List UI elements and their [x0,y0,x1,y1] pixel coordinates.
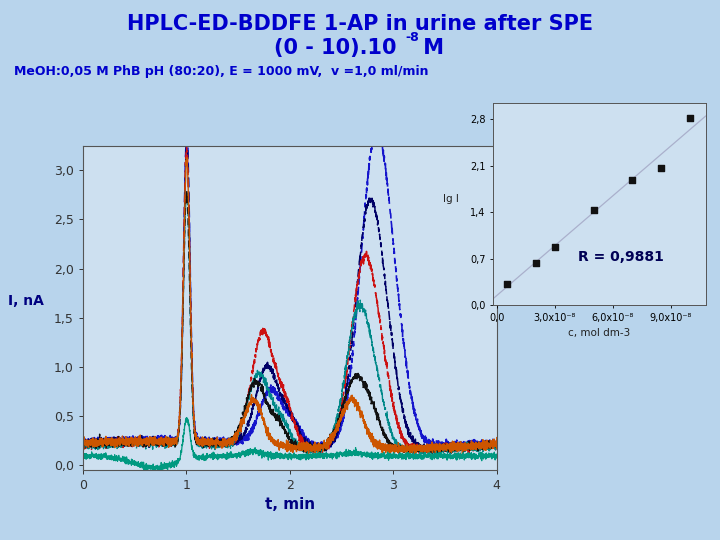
Y-axis label: I, nA: I, nA [8,294,44,308]
Point [655,163,667,172]
Point [549,242,561,251]
Point [626,176,638,185]
Point [530,259,541,268]
Point [501,280,513,288]
Text: (0 - 10).10: (0 - 10).10 [274,38,396,58]
Text: R = 0,9881: R = 0,9881 [578,249,664,264]
X-axis label: c, mol dm-3: c, mol dm-3 [568,328,631,338]
Text: HPLC-ED-BDDFE 1-AP in urine after SPE: HPLC-ED-BDDFE 1-AP in urine after SPE [127,14,593,33]
Point [588,206,599,214]
X-axis label: t, min: t, min [265,497,315,512]
Y-axis label: lg I: lg I [443,194,459,204]
Text: -8: -8 [405,31,419,44]
Text: MeOH:0,05 M PhB pH (80:20), E = 1000 mV,  v =1,0 ml/min: MeOH:0,05 M PhB pH (80:20), E = 1000 mV,… [14,65,429,78]
Point [685,113,696,122]
Text: M: M [416,38,444,58]
